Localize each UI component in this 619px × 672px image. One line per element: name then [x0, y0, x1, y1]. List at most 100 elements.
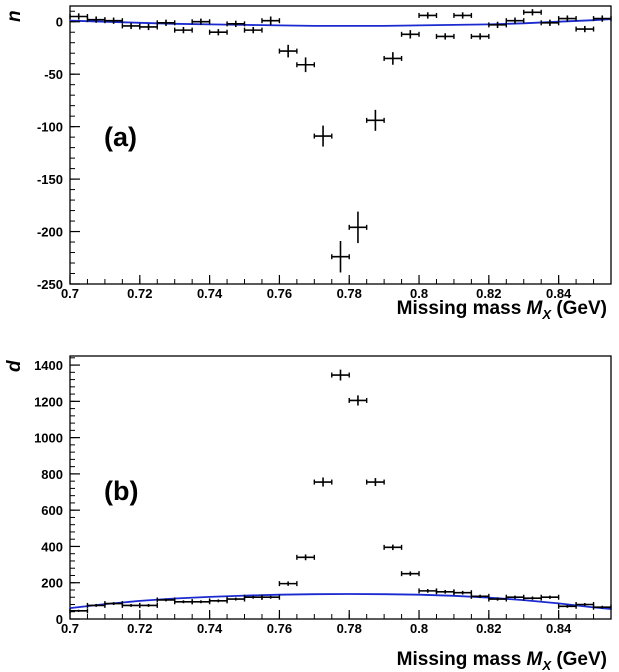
data-point-a	[243, 26, 263, 34]
x-tick-label-a: 0.7	[61, 286, 79, 301]
x-tick-label-a: 0.82	[476, 286, 501, 301]
y-tick-label-a: -250	[37, 277, 63, 292]
data-point-b	[592, 604, 612, 610]
data-point-a	[226, 20, 246, 27]
data-point-a	[400, 30, 420, 39]
data-point-a	[557, 15, 577, 22]
fit-curve-layer-a	[69, 18, 612, 27]
data-points-layer-b	[69, 369, 612, 614]
data-point-b	[331, 369, 350, 381]
x-tick-label-b: 0.82	[476, 621, 501, 636]
data-point-b	[348, 395, 368, 406]
data-point-a	[296, 57, 316, 73]
y-tick-label-b: 1000	[34, 431, 63, 446]
data-point-b	[226, 596, 246, 602]
x-tick-label-a: 0.76	[267, 286, 292, 301]
data-point-b	[121, 602, 141, 608]
data-points-layer-a	[69, 9, 612, 273]
data-point-a	[174, 26, 193, 34]
fit-curve-layer-b	[69, 593, 612, 610]
y-tick-label-b: 1400	[34, 358, 63, 373]
data-point-a	[418, 12, 438, 19]
y-tick-label-b: 400	[41, 539, 63, 554]
data-point-a	[523, 9, 542, 16]
data-point-a	[208, 29, 228, 36]
data-point-b	[435, 589, 455, 595]
data-point-a	[348, 211, 368, 244]
data-point-a	[121, 22, 141, 30]
y-tick-label-b: 200	[41, 576, 63, 591]
data-point-a	[575, 25, 595, 33]
data-point-a	[470, 33, 490, 40]
data-point-a	[104, 17, 124, 24]
data-point-a	[488, 21, 507, 29]
y-tick-label-a: -100	[37, 120, 63, 135]
y-tick-label-b: 600	[41, 503, 63, 518]
x-tick-label-b: 0.7	[61, 621, 79, 636]
x-tick-label-a: 0.78	[337, 286, 362, 301]
data-point-a	[540, 19, 560, 26]
data-point-a	[313, 125, 333, 147]
data-point-b	[540, 594, 560, 600]
data-point-a	[69, 13, 89, 20]
data-point-b	[278, 581, 298, 587]
panel-a: 0.7 0.72 0.74 0.76 0.78 0.8 0.82 0.84 0 -50 -100 -1…	[4, 5, 612, 322]
data-point-b	[400, 571, 420, 577]
data-point-a	[156, 19, 176, 26]
data-point-a	[453, 12, 473, 19]
y-tick-label-a: 0	[56, 15, 63, 30]
y-tick-label-b: 0	[56, 612, 63, 627]
fit-curve-a	[69, 18, 612, 27]
data-point-a	[592, 15, 612, 22]
y-tick-label-a: -50	[44, 67, 63, 82]
data-point-b	[174, 599, 193, 605]
x-tick-label-b: 0.74	[197, 621, 223, 636]
data-point-a	[435, 33, 455, 40]
data-point-a	[261, 16, 281, 25]
y-tick-label-a: -200	[37, 225, 63, 240]
panel-label-a: (a)	[104, 122, 137, 152]
plot-frame-b	[69, 355, 612, 620]
data-point-b	[69, 608, 89, 614]
x-tick-label-b: 0.78	[337, 621, 362, 636]
data-point-a	[383, 52, 403, 65]
y-tick-label-b: 800	[41, 467, 63, 482]
x-tick-label-a: 0.8	[410, 286, 428, 301]
data-point-a	[365, 109, 385, 131]
x-tick-label-b: 0.72	[127, 621, 152, 636]
plot-frame-a	[69, 5, 612, 285]
data-point-a	[278, 44, 298, 58]
x-axis-label-a: Missing mass MX (GeV)	[397, 298, 607, 322]
panel-b: 0.7 0.72 0.74 0.76 0.78 0.8 0.82 0.84 0 200 400 600…	[4, 355, 612, 672]
data-point-b	[418, 588, 438, 594]
x-tick-label-b: 0.76	[267, 621, 292, 636]
x-tick-label-a: 0.72	[127, 286, 152, 301]
y-tick-label-a: -150	[37, 172, 63, 187]
axis-ticks-a: 0.7 0.72 0.74 0.76 0.78 0.8 0.82 0.84 0 -50 -100 -1…	[37, 10, 612, 301]
data-point-b	[365, 478, 385, 487]
y-axis-label-b: d	[4, 360, 25, 372]
data-point-b	[261, 594, 281, 600]
x-tick-label-b: 0.8	[410, 621, 428, 636]
data-point-a	[191, 18, 211, 25]
panel-label-b: (b)	[104, 476, 138, 506]
data-point-b	[453, 590, 473, 596]
axis-ticks-b: 0.7 0.72 0.74 0.76 0.78 0.8 0.82 0.84 0 200 400 600…	[34, 357, 612, 636]
data-point-b	[383, 544, 403, 551]
data-point-b	[208, 598, 228, 604]
x-axis-label-b: Missing mass MX (GeV)	[397, 649, 607, 672]
y-tick-label-b: 1200	[34, 394, 63, 409]
data-point-b	[296, 554, 316, 561]
data-point-a	[139, 23, 158, 31]
data-point-a	[505, 17, 525, 24]
x-tick-label-a: 0.74	[197, 286, 223, 301]
data-point-b	[191, 599, 211, 605]
data-point-b	[139, 602, 158, 608]
data-point-b	[86, 602, 106, 608]
fit-curve-b	[69, 593, 612, 610]
y-axis-label-a: n	[4, 10, 25, 22]
x-tick-label-a: 0.84	[546, 286, 572, 301]
data-point-b	[104, 601, 124, 607]
data-point-b	[313, 477, 333, 487]
